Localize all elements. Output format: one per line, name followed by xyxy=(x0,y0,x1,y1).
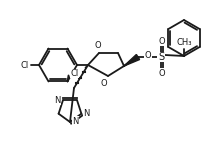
Text: N: N xyxy=(83,109,90,118)
Text: CH₃: CH₃ xyxy=(176,38,192,47)
Text: O: O xyxy=(159,36,165,46)
Text: N: N xyxy=(72,117,78,126)
Text: Cl: Cl xyxy=(70,69,79,78)
Text: Cl: Cl xyxy=(21,60,29,69)
Text: O: O xyxy=(101,79,107,88)
Text: O: O xyxy=(159,68,165,78)
Polygon shape xyxy=(124,54,140,66)
Text: O: O xyxy=(95,41,101,50)
Text: N: N xyxy=(55,96,61,105)
Text: S: S xyxy=(158,52,164,62)
Text: O: O xyxy=(145,52,151,60)
